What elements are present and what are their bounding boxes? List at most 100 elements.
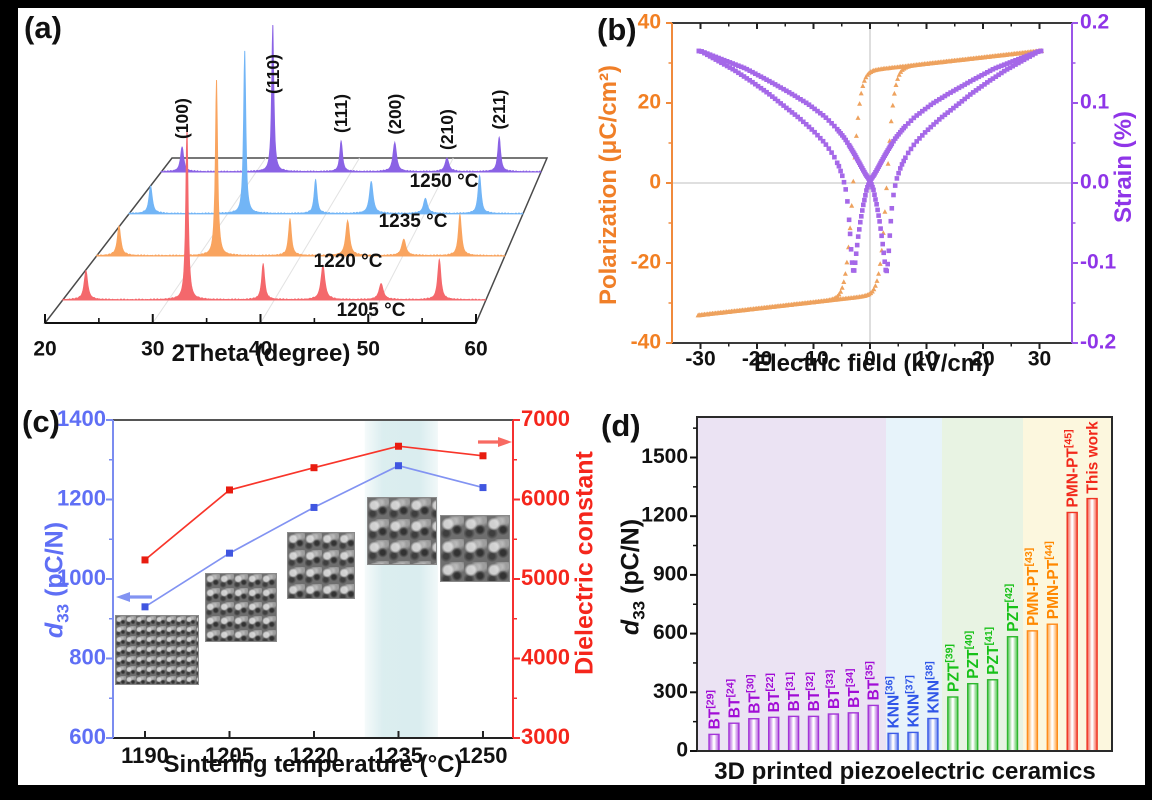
panel-b-right-axis-title: Strain (%)	[1110, 110, 1137, 224]
bar-label: BT[35]	[864, 661, 883, 700]
panel-d-yaxis-title: d33 (pC/N)	[616, 518, 649, 636]
xrd-trace-1220	[96, 79, 506, 257]
series-marker-right	[225, 486, 233, 494]
left-tick-label: 800	[69, 644, 106, 669]
temperature-label: 1220 °C	[314, 251, 383, 272]
series-marker-right	[479, 452, 487, 460]
x-tick-label: 60	[464, 337, 487, 360]
strain-butterfly-markers	[696, 48, 1044, 274]
d-subscript: 33	[629, 600, 649, 620]
bar-label: BT[22]	[764, 673, 783, 712]
x-tick-label: 1235	[374, 743, 423, 768]
xrd-trace-1205	[62, 127, 487, 301]
peak-label: (111)	[331, 94, 351, 133]
bar-label: PZT[42]	[1003, 584, 1022, 632]
right-tick-label: 4000	[521, 644, 570, 669]
panel-d-bar-chart: BT[29] BT[24]BT[30]BT[22]BT[31]BT[32]BT[3…	[641, 416, 1113, 762]
panel-c-left-axis-title: d33 (pC/N)	[40, 522, 73, 639]
group-band-BT	[697, 417, 886, 751]
y-tick-label: 1200	[641, 504, 688, 527]
panel-c-xaxis-title: Sintering temperature (°C)	[163, 751, 463, 778]
x-tick-label: 20	[33, 337, 56, 360]
sem-micrograph-inset-4	[367, 497, 437, 565]
bar-KNN[36]	[887, 732, 899, 752]
peak-label: (110)	[263, 54, 283, 94]
sem-micrograph-inset-2	[205, 573, 277, 642]
series-marker-left	[310, 503, 318, 511]
xrd-trace-1235	[128, 50, 524, 215]
x-tick-label: 10	[915, 348, 938, 371]
bar-label: BT[31]	[784, 672, 803, 711]
bar-label: PZT[40]	[963, 631, 982, 679]
bar-label: PMN-PT[44]	[1043, 541, 1062, 619]
bar-PMN-PT[45]	[1066, 511, 1078, 752]
series-marker-left	[141, 603, 149, 611]
series-marker-right	[141, 556, 149, 564]
temperature-label: 1235 °C	[379, 211, 448, 232]
left-tick-label: -20	[631, 251, 661, 274]
y-tick-label: 600	[653, 621, 688, 644]
bar-BT[35]	[867, 704, 879, 752]
series-marker-right	[310, 464, 318, 472]
y-tick-label: 0	[676, 739, 688, 762]
bar-label: KNN[38]	[923, 661, 942, 713]
y-tick-label: 300	[653, 680, 688, 703]
left-tick-label: 600	[69, 724, 106, 749]
peak-label: (210)	[437, 109, 457, 150]
series-marker-right	[394, 442, 402, 450]
x-tick-label: 0	[864, 348, 876, 371]
peak-label: (211)	[489, 90, 509, 130]
peak-label: (100)	[172, 98, 192, 139]
bar-PZT[40]	[967, 682, 979, 752]
panel-b-left-axis-title: Polarization (μC/cm²)	[595, 64, 622, 306]
panel-c-tag: (c)	[22, 404, 60, 439]
left-tick-label: 1200	[57, 485, 106, 510]
bar-label: KNN[36]	[884, 676, 903, 728]
x-tick-label: 30	[141, 337, 164, 360]
bar-label: BT[30]	[744, 674, 763, 713]
left-tick-label: 0	[649, 171, 661, 194]
y-tick-label: 1500	[641, 445, 688, 468]
left-tick-label: 20	[638, 91, 661, 114]
panel-a-xrd-plot: 20 30 40 50 60 (100) (110) (111) (200) (210) (211)…	[33, 24, 549, 360]
bar-label: BT[33]	[824, 670, 843, 709]
x-tick-label: 20	[971, 348, 994, 371]
series-marker-left	[479, 484, 487, 492]
sem-micrograph-inset-3	[287, 532, 355, 599]
bar-label: PMN-PT[45]	[1063, 429, 1082, 507]
x-tick-label: 1190	[121, 743, 169, 768]
panel-b-tag: (b)	[597, 12, 637, 47]
temperature-label: 1250 °C	[410, 171, 479, 192]
bar-label: BT[34]	[844, 668, 863, 707]
d-symbol: d	[616, 619, 645, 636]
bar-KNN[37]	[907, 731, 919, 752]
peak-label: (200)	[385, 94, 405, 135]
right-tick-label: 0.2	[1080, 11, 1109, 34]
x-tick-label: -30	[685, 348, 715, 371]
d-unit: (pC/N)	[616, 518, 645, 601]
sem-micrograph-inset-1	[115, 615, 199, 685]
x-tick-label: 40	[249, 337, 272, 360]
bar-label: BT[29]	[705, 690, 724, 729]
right-tick-label: 0.0	[1080, 171, 1109, 194]
bar-PMN-PT[44]	[1046, 623, 1059, 752]
d-symbol: d	[40, 622, 69, 639]
panel-b-hysteresis-plot: -30 -20 -10 0 10 20 30 40 20 0 -20 -40 0.2 0.1 0.0 -0.1…	[631, 11, 1117, 371]
bar-BT[34]	[847, 712, 859, 752]
panel-b-xaxis-title: Electric field (kV/cm)	[753, 350, 991, 377]
bar-KNN[38]	[927, 717, 939, 752]
panel-d-xaxis-title: 3D printed piezoelectric ceramics	[714, 758, 1096, 785]
panel-a-xaxis-title: 2Theta (degree)	[171, 340, 351, 367]
frame	[696, 416, 1113, 752]
left-axis-arrowhead	[116, 592, 130, 602]
y-tick-label: 900	[653, 562, 688, 585]
left-tick-label: -40	[631, 331, 661, 354]
bar-label: KNN[37]	[904, 675, 923, 727]
bar-PZT[39]	[947, 696, 959, 752]
panel-d-tag: (d)	[601, 408, 641, 443]
x-tick-label: 50	[357, 337, 380, 360]
panel-a-tag: (a)	[24, 10, 62, 45]
bar-PZT[42]	[1006, 636, 1019, 752]
